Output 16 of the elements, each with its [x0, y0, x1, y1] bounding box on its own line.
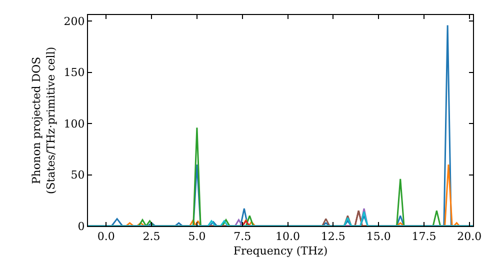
- x-tick-label: 2.5: [142, 230, 160, 244]
- x-axis-title: Frequency (THz): [233, 244, 328, 258]
- y-tick-label: 50: [70, 168, 85, 182]
- y-tick-label: 0: [78, 220, 85, 233]
- x-tick-label: 12.5: [320, 230, 346, 244]
- x-tick-label: 10.0: [276, 230, 300, 244]
- y-axis-title: Phonon projected DOS (States/THz·primitive cell): [30, 46, 58, 194]
- x-tick-label: 7.5: [234, 230, 252, 244]
- x-tick-label: 17.5: [412, 230, 436, 244]
- x-tick-label: 15.0: [366, 230, 391, 244]
- x-tick-label: 20.0: [457, 230, 482, 244]
- x-tick-label: 0.0: [97, 230, 115, 244]
- x-tick-label: 5.0: [188, 230, 206, 244]
- y-tick-label: 200: [64, 15, 85, 28]
- y-tick-label: 100: [64, 117, 85, 130]
- y-tick-label: 150: [64, 66, 85, 80]
